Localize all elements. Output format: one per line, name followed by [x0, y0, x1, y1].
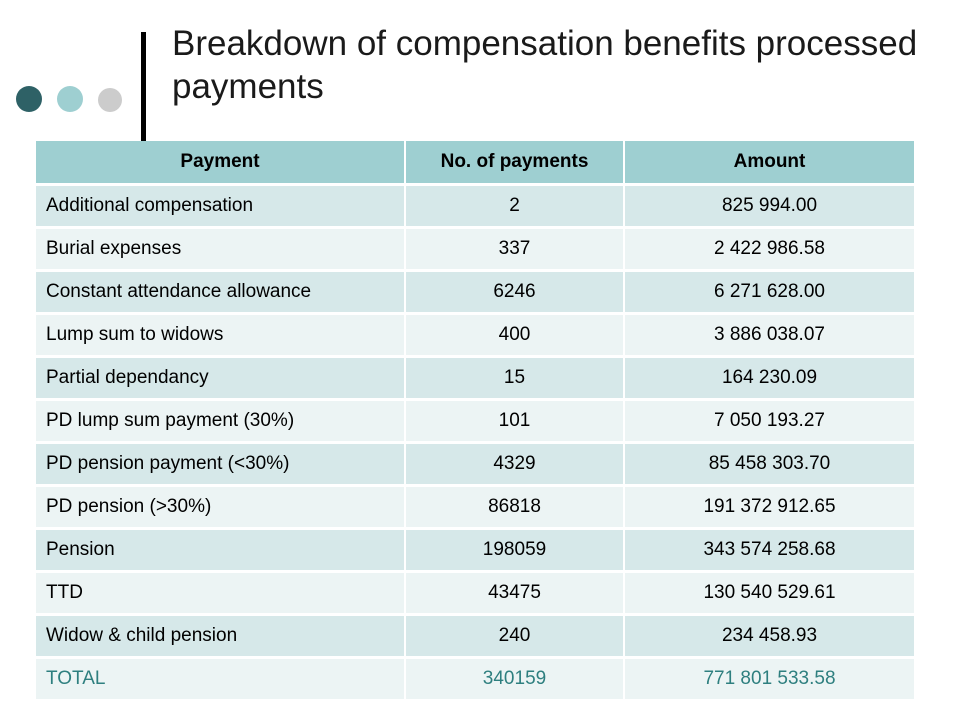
count-cell: 43475: [405, 571, 625, 616]
payment-cell: PD pension (>30%): [36, 485, 406, 530]
payment-cell: Lump sum to widows: [36, 313, 406, 358]
payment-cell: Burial expenses: [36, 227, 406, 272]
count-cell: 198059: [405, 528, 625, 573]
header-no-of-payments: No. of payments: [405, 141, 625, 186]
table-row: Burial expenses 337 2 422 986.58: [36, 227, 916, 272]
amount-cell: 191 372 912.65: [624, 485, 916, 530]
amount-cell: 130 540 529.61: [624, 571, 916, 616]
total-row: TOTAL 340159 771 801 533.58: [36, 657, 916, 702]
payment-cell: Partial dependancy: [36, 356, 406, 401]
table-row: PD lump sum payment (30%) 101 7 050 193.…: [36, 399, 916, 444]
table-header-row: Payment No. of payments Amount: [36, 141, 916, 186]
count-cell: 2: [405, 184, 625, 229]
payment-cell: Pension: [36, 528, 406, 573]
total-label-cell: TOTAL: [36, 657, 406, 702]
count-cell: 6246: [405, 270, 625, 315]
title-divider: [141, 32, 146, 142]
payment-cell: Additional compensation: [36, 184, 406, 229]
table-row: Pension 198059 343 574 258.68: [36, 528, 916, 573]
amount-cell: 825 994.00: [624, 184, 916, 229]
table-row: Lump sum to widows 400 3 886 038.07: [36, 313, 916, 358]
table-row: Additional compensation 2 825 994.00: [36, 184, 916, 229]
count-cell: 4329: [405, 442, 625, 487]
payment-cell: Constant attendance allowance: [36, 270, 406, 315]
payments-table: Payment No. of payments Amount Additiona…: [36, 141, 916, 702]
table-row: TTD 43475 130 540 529.61: [36, 571, 916, 616]
amount-cell: 6 271 628.00: [624, 270, 916, 315]
amount-cell: 2 422 986.58: [624, 227, 916, 272]
amount-cell: 343 574 258.68: [624, 528, 916, 573]
dark-teal-dot-icon: [16, 86, 42, 112]
amount-cell: 164 230.09: [624, 356, 916, 401]
gray-dot-icon: [98, 88, 122, 112]
total-amount-cell: 771 801 533.58: [624, 657, 916, 702]
table-row: PD pension payment (<30%) 4329 85 458 30…: [36, 442, 916, 487]
payment-cell: PD lump sum payment (30%): [36, 399, 406, 444]
total-count-cell: 340159: [405, 657, 625, 702]
table-row: PD pension (>30%) 86818 191 372 912.65: [36, 485, 916, 530]
payment-cell: PD pension payment (<30%): [36, 442, 406, 487]
payment-cell: TTD: [36, 571, 406, 616]
amount-cell: 3 886 038.07: [624, 313, 916, 358]
count-cell: 400: [405, 313, 625, 358]
amount-cell: 7 050 193.27: [624, 399, 916, 444]
table-row: Widow & child pension 240 234 458.93: [36, 614, 916, 659]
table-row: Partial dependancy 15 164 230.09: [36, 356, 916, 401]
table-row: Constant attendance allowance 6246 6 271…: [36, 270, 916, 315]
payment-cell: Widow & child pension: [36, 614, 406, 659]
count-cell: 240: [405, 614, 625, 659]
header-amount: Amount: [624, 141, 916, 186]
count-cell: 15: [405, 356, 625, 401]
amount-cell: 85 458 303.70: [624, 442, 916, 487]
count-cell: 86818: [405, 485, 625, 530]
header-payment: Payment: [36, 141, 406, 186]
light-teal-dot-icon: [57, 86, 83, 112]
slide-title: Breakdown of compensation benefits proce…: [172, 24, 918, 106]
count-cell: 337: [405, 227, 625, 272]
count-cell: 101: [405, 399, 625, 444]
amount-cell: 234 458.93: [624, 614, 916, 659]
